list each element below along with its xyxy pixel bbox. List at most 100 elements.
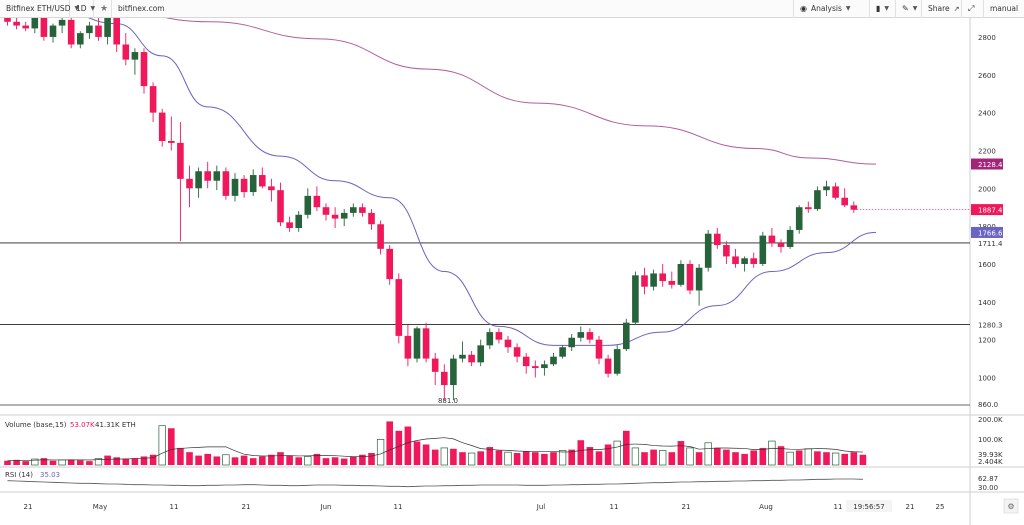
- candle[interactable]: [113, 18, 120, 53]
- candle[interactable]: [477, 339, 484, 367]
- candle[interactable]: [122, 33, 130, 66]
- candle[interactable]: [668, 271, 676, 289]
- candle[interactable]: [13, 18, 20, 30]
- candle[interactable]: [613, 345, 621, 376]
- candle[interactable]: [104, 18, 111, 45]
- candle[interactable]: [259, 167, 266, 189]
- candle[interactable]: [322, 203, 330, 221]
- candle[interactable]: [131, 48, 139, 75]
- candle[interactable]: [86, 21, 93, 39]
- chart-canvas[interactable]: 1711.4 1280.3 881.0 200.0K 100.0K 39.93K2.40…: [0, 18, 1024, 525]
- candle[interactable]: [659, 263, 666, 287]
- candle[interactable]: [77, 31, 84, 49]
- candle[interactable]: [832, 182, 839, 200]
- candle[interactable]: [340, 209, 348, 227]
- candle[interactable]: [723, 241, 730, 264]
- favorite-button[interactable]: ★: [94, 0, 112, 18]
- candle[interactable]: [650, 269, 657, 291]
- interval-selector[interactable]: 1D ▼: [70, 0, 95, 18]
- candle[interactable]: [495, 328, 503, 344]
- candle[interactable]: [95, 18, 102, 41]
- candle[interactable]: [522, 352, 530, 374]
- candle[interactable]: [195, 167, 202, 198]
- candle[interactable]: [177, 122, 184, 242]
- candle[interactable]: [704, 229, 712, 272]
- candle[interactable]: [295, 211, 302, 232]
- candle[interactable]: [231, 173, 239, 202]
- analysis-button[interactable]: ◉ Analysis ▼: [794, 0, 870, 18]
- candle[interactable]: [240, 175, 248, 198]
- candle[interactable]: [204, 161, 211, 189]
- candle[interactable]: [486, 328, 494, 350]
- candle[interactable]: [750, 252, 757, 268]
- candle[interactable]: [58, 18, 66, 34]
- fullscreen-button[interactable]: ⤢: [962, 0, 984, 18]
- candle[interactable]: [350, 203, 357, 217]
- candle[interactable]: [695, 263, 703, 306]
- candle[interactable]: [286, 216, 293, 232]
- candle[interactable]: [814, 186, 821, 211]
- candle[interactable]: [149, 82, 157, 123]
- candle[interactable]: [158, 108, 166, 147]
- candle[interactable]: [450, 354, 457, 401]
- candle[interactable]: [532, 360, 539, 378]
- candle[interactable]: [850, 201, 858, 213]
- candle[interactable]: [304, 188, 312, 219]
- candle[interactable]: [595, 335, 603, 365]
- candle[interactable]: [541, 360, 548, 376]
- candle[interactable]: [441, 364, 448, 401]
- candle[interactable]: [714, 228, 721, 249]
- candle[interactable]: [623, 318, 630, 352]
- candle[interactable]: [395, 273, 403, 344]
- candle[interactable]: [459, 341, 466, 363]
- candle[interactable]: [468, 351, 475, 367]
- candle[interactable]: [431, 352, 439, 386]
- candle[interactable]: [49, 23, 57, 43]
- candle[interactable]: [841, 188, 848, 208]
- share-button[interactable]: Share ↗: [922, 0, 962, 18]
- candle[interactable]: [632, 271, 639, 325]
- candle[interactable]: [586, 328, 594, 344]
- candle[interactable]: [40, 18, 48, 41]
- time-axis-settings[interactable]: ⚙: [1003, 498, 1019, 514]
- candle[interactable]: [795, 205, 803, 234]
- candle[interactable]: [641, 267, 648, 295]
- candle[interactable]: [741, 256, 748, 272]
- candle[interactable]: [22, 21, 29, 32]
- candle[interactable]: [550, 352, 557, 367]
- chart-type-button[interactable]: ▮ ▼: [870, 0, 896, 18]
- candle[interactable]: [686, 260, 694, 295]
- candle[interactable]: [759, 231, 767, 266]
- draw-button[interactable]: ✎ ▼: [896, 0, 922, 18]
- candle[interactable]: [786, 226, 794, 249]
- candle[interactable]: [213, 165, 221, 191]
- candle[interactable]: [277, 182, 284, 227]
- candle[interactable]: [331, 207, 339, 229]
- candle[interactable]: [577, 326, 585, 342]
- candle[interactable]: [168, 116, 175, 151]
- candle[interactable]: [422, 322, 430, 363]
- candle[interactable]: [604, 354, 612, 378]
- candle[interactable]: [67, 18, 75, 49]
- candle[interactable]: [31, 18, 39, 34]
- candle[interactable]: [359, 203, 366, 217]
- candle[interactable]: [268, 178, 275, 202]
- candle[interactable]: [313, 186, 321, 211]
- candle[interactable]: [568, 333, 575, 352]
- symbol-selector[interactable]: Bitfinex ETH/USD ▼: [0, 0, 79, 18]
- candle[interactable]: [368, 209, 375, 230]
- candle[interactable]: [222, 167, 230, 200]
- candle[interactable]: [513, 343, 521, 363]
- candle[interactable]: [249, 169, 257, 196]
- candle[interactable]: [186, 165, 193, 208]
- candle[interactable]: [4, 18, 11, 26]
- candle[interactable]: [777, 239, 785, 253]
- manual-mode[interactable]: manual: [984, 0, 1024, 18]
- candle[interactable]: [504, 335, 512, 353]
- candle[interactable]: [768, 228, 776, 247]
- candle[interactable]: [140, 48, 148, 94]
- candle[interactable]: [413, 326, 421, 363]
- candle[interactable]: [386, 245, 393, 285]
- settings-box[interactable]: [1003, 498, 1019, 514]
- candle[interactable]: [823, 180, 830, 196]
